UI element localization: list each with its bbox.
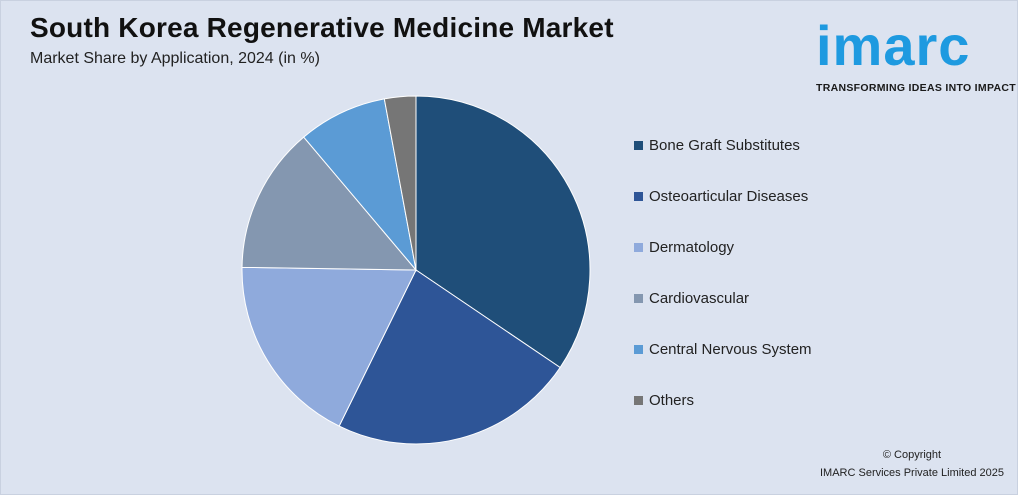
legend-swatch: [634, 293, 643, 303]
imarc-logo: imarc TRANSFORMING IDEAS INTO IMPACT: [812, 12, 1016, 96]
legend-label: Central Nervous System: [649, 340, 812, 358]
logo-wordmark: imarc: [816, 14, 971, 77]
legend-item: Dermatology: [634, 236, 812, 258]
copyright-line-1: © Copyright: [882, 449, 942, 461]
chart-title: South Korea Regenerative Medicine Market: [30, 12, 614, 43]
legend-item: Others: [634, 389, 812, 411]
legend-item: Bone Graft Substitutes: [634, 134, 812, 156]
legend-label: Osteoarticular Diseases: [649, 187, 809, 205]
chart-legend: Bone Graft Substitutes Osteoarticular Dis…: [634, 134, 812, 440]
pie-slice-cardiovascular: [241, 136, 418, 271]
chart-subtitle: Market Share by Application, 2024 (in %): [30, 50, 320, 67]
pie-slice-osteoarticular-diseases: [338, 269, 561, 445]
legend-item: Osteoarticular Diseases: [634, 185, 812, 207]
pie-slice-central-nervous-system: [302, 98, 417, 272]
legend-label: Dermatology: [649, 238, 735, 256]
legend-label: Others: [649, 391, 695, 409]
copyright-line-2: IMARC Services Private Limited 2025: [819, 467, 1004, 479]
copyright-notice: © Copyright IMARC Services Private Limit…: [820, 446, 1004, 482]
pie-slice-others: [383, 95, 417, 271]
legend-label: Bone Graft Substitutes: [649, 136, 800, 154]
legend-swatch: [634, 242, 643, 252]
legend-swatch: [634, 395, 643, 405]
legend-item: Cardiovascular: [634, 287, 812, 309]
legend-label: Cardiovascular: [649, 289, 750, 307]
legend-swatch: [634, 140, 643, 150]
pie-slice-dermatology: [241, 266, 417, 427]
legend-item: Central Nervous System: [634, 338, 812, 360]
legend-swatch: [634, 191, 643, 201]
pie-slice-bone-graft-substitutes: [415, 95, 591, 369]
legend-swatch: [634, 344, 643, 354]
logo-tagline: TRANSFORMING IDEAS INTO IMPACT: [816, 82, 1016, 94]
pie-chart: [241, 95, 591, 445]
